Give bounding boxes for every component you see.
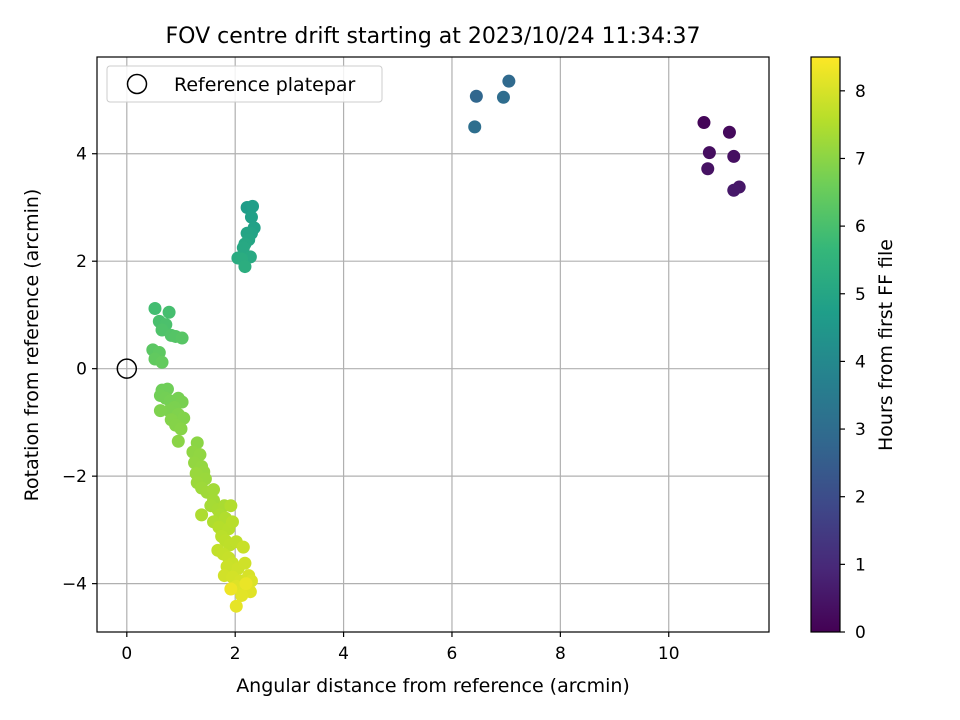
data-point [174, 422, 188, 436]
legend: Reference platepar [106, 65, 383, 103]
colorbar-tick-label: 1 [855, 555, 866, 575]
x-tick-label: 4 [338, 644, 349, 664]
x-axis-label: Angular distance from reference (arcmin) [236, 675, 630, 697]
data-point [224, 582, 238, 596]
data-point [469, 89, 483, 103]
colorbar-tick-label: 2 [855, 488, 866, 508]
axis-ticks: 0 2 4 6 8 10 −4 −2 0 2 4 [62, 145, 680, 664]
data-point [502, 74, 516, 88]
colorbar-tick-label: 0 [855, 623, 866, 643]
legend-marker-icon [126, 73, 148, 95]
data-point [175, 331, 189, 345]
chart-title: FOV centre drift starting at 2023/10/24 … [166, 24, 701, 49]
data-point [238, 556, 252, 570]
data-point [235, 588, 249, 602]
colorbar-tick-label: 4 [855, 352, 866, 372]
reference-platepar-marker [116, 358, 138, 379]
data-point [148, 301, 162, 315]
y-tick-label: 2 [76, 252, 87, 272]
grid-lines [97, 57, 769, 632]
data-point [496, 90, 510, 104]
legend-box [106, 65, 383, 103]
data-point [153, 404, 167, 418]
colorbar: 0 1 2 3 4 5 6 7 8 Hours from first FF file [810, 56, 897, 643]
data-point [727, 183, 741, 197]
x-tick-label: 10 [658, 644, 680, 664]
data-point [722, 125, 736, 139]
data-point [236, 241, 250, 255]
data-point [171, 434, 185, 448]
data-points [146, 74, 746, 613]
data-point [162, 305, 176, 319]
data-point [246, 199, 260, 213]
data-point [468, 120, 482, 134]
y-axis-label: Rotation from reference (arcmin) [21, 189, 43, 502]
legend-label-reference-platepar: Reference platepar [174, 74, 356, 96]
colorbar-tick-label: 8 [855, 82, 866, 102]
data-point [236, 540, 250, 554]
x-tick-label: 6 [447, 644, 458, 664]
x-tick-label: 0 [121, 644, 132, 664]
data-point [238, 260, 252, 274]
colorbar-tick-label: 6 [855, 217, 866, 237]
data-point [697, 116, 711, 130]
data-point [239, 577, 253, 591]
data-point [244, 210, 258, 224]
colorbar-tick-label: 5 [855, 285, 866, 305]
plot-frame [96, 56, 770, 633]
colorbar-gradient [810, 56, 841, 633]
data-point [702, 146, 716, 160]
data-point [701, 162, 715, 176]
x-tick-label: 8 [555, 644, 566, 664]
y-tick-label: 0 [76, 360, 87, 380]
colorbar-ticks: 0 1 2 3 4 5 6 7 8 [840, 82, 866, 643]
colorbar-tick-label: 3 [855, 420, 866, 440]
colorbar-tick-label: 7 [855, 149, 866, 169]
data-point [207, 483, 221, 497]
y-tick-label: −4 [62, 575, 87, 595]
data-point [155, 355, 169, 369]
data-point [195, 508, 209, 522]
y-tick-label: −2 [62, 467, 87, 487]
data-point [229, 599, 243, 613]
colorbar-label: Hours from first FF file [875, 239, 897, 451]
data-point [727, 149, 741, 163]
data-point [225, 515, 239, 529]
y-tick-label: 4 [76, 145, 87, 165]
data-point [224, 499, 238, 513]
x-tick-label: 2 [230, 644, 241, 664]
